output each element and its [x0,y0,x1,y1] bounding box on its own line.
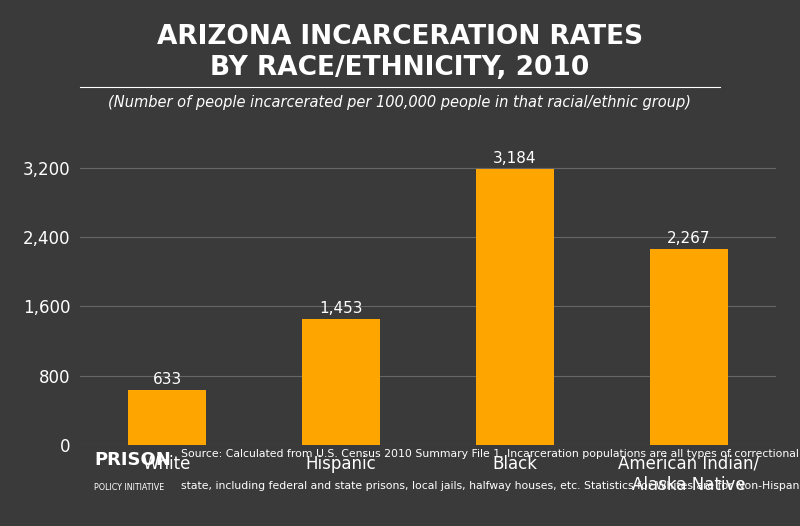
Text: Source: Calculated from U.S. Census 2010 Summary File 1. Incarceration populatio: Source: Calculated from U.S. Census 2010… [181,449,800,459]
Bar [302,319,380,445]
Text: PRISON: PRISON [94,451,170,469]
Text: 2,267: 2,267 [667,231,710,246]
Text: 3,184: 3,184 [494,151,537,166]
Text: ARIZONA INCARCERATION RATES: ARIZONA INCARCERATION RATES [157,24,643,49]
Text: BY RACE/ETHNICITY, 2010: BY RACE/ETHNICITY, 2010 [210,55,590,81]
Text: POLICY INITIATIVE: POLICY INITIATIVE [94,483,164,492]
Bar [128,390,206,445]
Text: 1,453: 1,453 [319,301,362,316]
Text: (Number of people incarcerated per 100,000 people in that racial/ethnic group): (Number of people incarcerated per 100,0… [109,95,691,110]
Bar [476,169,554,445]
Text: 633: 633 [152,372,182,387]
Text: state, including federal and state prisons, local jails, halfway houses, etc. St: state, including federal and state priso… [181,481,800,491]
Bar [650,249,728,445]
